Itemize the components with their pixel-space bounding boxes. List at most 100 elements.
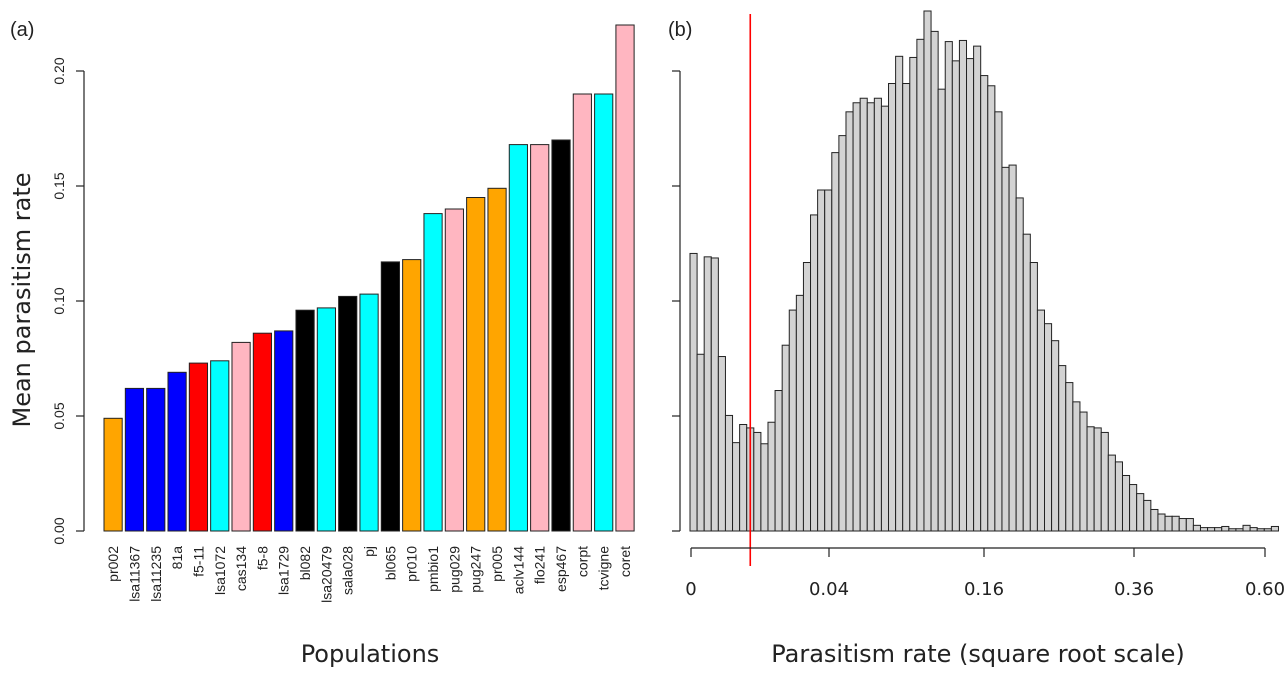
panel-b-histogram-bar	[1221, 525, 1230, 532]
panel-b-histogram-bar	[788, 309, 797, 532]
panel-a-y-axis: 0.00 0.05 0.10 0.15 0.20	[51, 57, 85, 545]
panel-b-histogram-bar	[1029, 262, 1038, 532]
panel-b-histogram-bar	[1136, 493, 1145, 532]
panel-b-histogram-bar	[1178, 518, 1187, 532]
panel-a-category-label: coret	[617, 546, 633, 577]
panel-a-label: (a)	[10, 19, 34, 41]
panel-b-histogram-bar	[1058, 365, 1067, 532]
panel-b-histogram-bar	[696, 353, 705, 532]
panel-b-histogram-bar	[1044, 323, 1053, 532]
panel-a-bar	[594, 93, 614, 532]
panel-a-category-label: lsa20479	[318, 546, 334, 603]
panel-b-histogram-bar	[1107, 454, 1116, 532]
panel-b-histogram-bar	[739, 424, 748, 532]
panel-b-histogram-bar	[810, 214, 819, 532]
panel-b-histogram-bar	[1242, 524, 1251, 532]
panel-b-histogram-bar	[1143, 499, 1152, 532]
panel-b-histogram-bar	[1008, 164, 1017, 532]
panel-a-category-label: bl065	[382, 546, 398, 580]
panel-b-histogram-bar	[774, 390, 783, 532]
panel-a-bar	[274, 330, 294, 532]
panel-a-bar	[508, 144, 528, 532]
panel-b-histogram-bar	[852, 102, 861, 532]
panel-b-histogram-bar	[1114, 461, 1123, 532]
panel-a-category-label: pug247	[468, 546, 484, 593]
panel-b-histogram-bar	[781, 344, 790, 532]
panel-a-bar	[466, 197, 486, 532]
panel-b-histogram-bar	[1022, 233, 1031, 532]
panel-b-histogram-bar	[930, 30, 939, 532]
panel-b-histogram-bar	[1228, 528, 1237, 532]
panel-b-histogram-bar	[1065, 382, 1074, 532]
panel-a-category-label: pr002	[105, 546, 121, 582]
panel-a-category-label: lsa1072	[212, 546, 228, 595]
panel-b-histogram-bar	[1171, 515, 1180, 532]
panel-b-histogram-bar	[1185, 518, 1194, 532]
panel-b-histogram-bar	[1164, 515, 1173, 532]
panel-a-bar	[146, 387, 166, 532]
panel-a-bar	[124, 387, 145, 532]
panel-b-histogram-bar	[909, 56, 918, 532]
panel-b-histogram-bar	[1270, 525, 1279, 532]
panel-a-y-tick-label: 0.20	[51, 57, 67, 84]
panel-a-bar	[572, 93, 592, 532]
panel-a-bars	[103, 24, 635, 532]
panel-a-bar	[252, 332, 273, 532]
panel-a-bar	[295, 309, 315, 532]
panel-b-y-axis	[672, 70, 681, 532]
panel-b-x-tick-label: 0.60	[1245, 579, 1285, 600]
panel-a-bar	[167, 371, 187, 532]
panel-b-histogram-bar	[1249, 527, 1258, 532]
panel-b-histogram-bar	[845, 111, 854, 532]
panel-b-histogram-bar	[1072, 401, 1081, 532]
panel-a-category-label: flo241	[532, 546, 548, 584]
panel-b-histogram-bar	[817, 189, 826, 532]
panel-b-histogram-bar	[1015, 197, 1024, 532]
panel-b-histogram-bar	[1199, 527, 1209, 532]
panel-a-category-label: cas134	[233, 546, 249, 591]
panel-a-category-label: 81a	[169, 546, 185, 570]
panel-a-category-labels: pr002 lsa11367 lsa11235 81a f5-11 lsa1072 cas1…	[105, 546, 633, 603]
panel-a-category-label: lsa1729	[276, 546, 292, 595]
panel-a-category-label: f5-8	[254, 546, 270, 570]
panel-b-histogram-bar	[980, 75, 989, 532]
panel-b-histogram-bar	[1100, 431, 1109, 532]
panel-b-histogram-bar	[994, 111, 1003, 532]
panel-b-histogram-bar	[1207, 527, 1216, 532]
panel-a-bar	[551, 139, 571, 532]
panel-a-category-label: aclv144	[510, 546, 526, 594]
panel-b-histogram-bar	[1157, 513, 1166, 532]
panel-b-histogram-bar	[895, 55, 904, 532]
panel-b-histogram-bar	[717, 356, 726, 532]
panel-a-bar	[210, 360, 230, 532]
panel-a-category-label: f5-11	[190, 546, 206, 577]
panel-a-bar	[402, 259, 422, 532]
panel-b-histogram-bar	[1121, 474, 1131, 532]
panel-b-histogram-bar	[767, 421, 776, 532]
panel-a-category-label: pr005	[489, 546, 505, 582]
panel-b-histogram-bar	[1079, 411, 1088, 532]
panel-a-bar	[380, 261, 400, 532]
panel-b-histogram-bar	[1036, 309, 1046, 532]
panel-b-histogram-bar	[732, 442, 741, 532]
panel-a-bar	[423, 213, 443, 532]
panel-a-bar	[231, 341, 251, 532]
panel-b-histogram-bar	[866, 102, 875, 532]
panel-a-bar	[530, 144, 550, 532]
panel-b-histogram-bar	[973, 45, 982, 532]
panel-b-histogram-bar	[1001, 166, 1010, 532]
panel-b-histogram-bar	[760, 443, 769, 532]
panel-b-histogram-bar	[1086, 426, 1095, 532]
panel-a-category-label: lsa11235	[148, 546, 164, 602]
panel-b-histogram-bar	[888, 83, 897, 532]
panel-a-bar	[359, 293, 379, 532]
panel-b-histogram-bar	[966, 58, 975, 532]
panel-a-x-axis-title: Populations	[301, 640, 440, 668]
panel-b-histogram-bar	[1256, 528, 1265, 532]
panel-b-histogram-bar	[689, 252, 698, 532]
panel-b-x-tick-label: 0.04	[809, 579, 849, 600]
panel-a-y-tick-label: 0.05	[51, 402, 67, 429]
panel-a-y-tick-label: 0.15	[51, 172, 67, 199]
panel-b-label: (b)	[668, 19, 692, 41]
